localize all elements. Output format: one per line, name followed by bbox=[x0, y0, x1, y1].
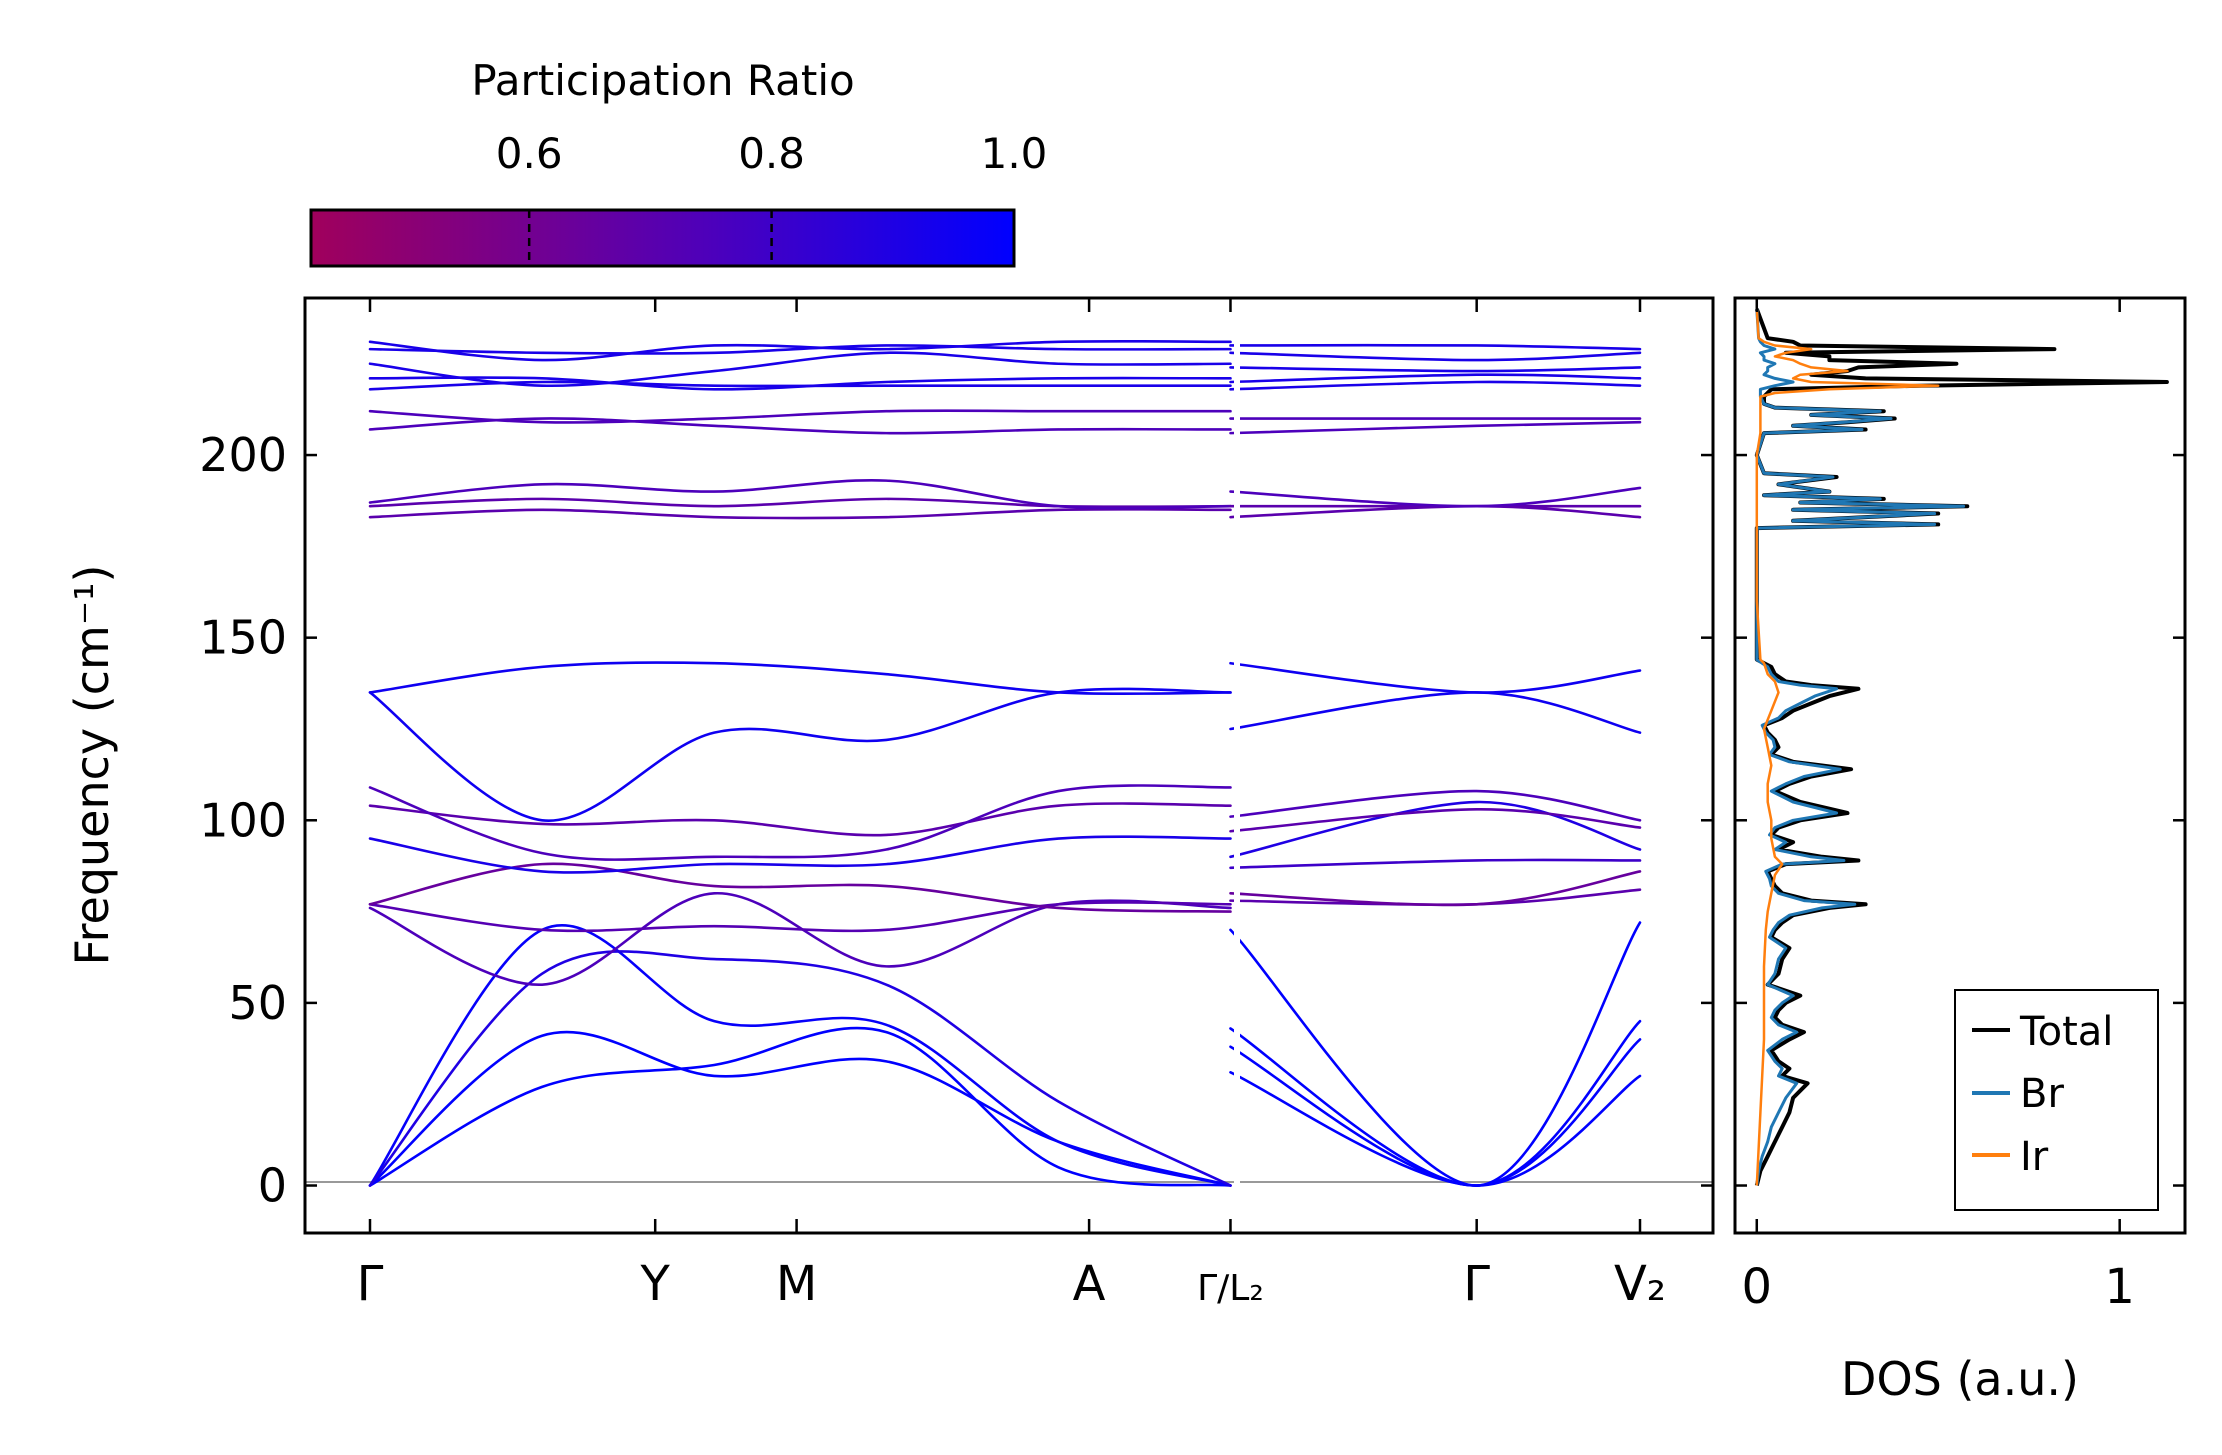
legend-box bbox=[1954, 989, 2159, 1211]
band-panel-frame bbox=[303, 296, 1715, 1235]
band-1-s6 bbox=[1229, 870, 1642, 907]
band-0-b17 bbox=[368, 409, 1232, 424]
dos-panel: 0 1 DOS (a.u.) Total Br Ir bbox=[1733, 296, 2187, 1406]
colorbar-tick-label: 0.6 bbox=[496, 129, 563, 178]
colorbar: Participation Ratio 0.6 0.8 1.0 bbox=[309, 56, 1048, 268]
legend-label-ir: Ir bbox=[2020, 1134, 2049, 1180]
colorbar-tick-label: 0.8 bbox=[738, 129, 805, 178]
band-1-s4 bbox=[1229, 921, 1642, 1187]
band-0-b22 bbox=[368, 339, 1232, 362]
legend-label-br: Br bbox=[2020, 1071, 2064, 1117]
x-tick-label: Γ bbox=[1463, 1256, 1490, 1312]
legend: Total Br Ir bbox=[1954, 989, 2159, 1211]
band-0-b15 bbox=[368, 479, 1232, 510]
band-0-b13 bbox=[368, 507, 1232, 520]
band-1-s11 bbox=[1229, 691, 1642, 734]
y-axis-label: Frequency (cm⁻¹) bbox=[65, 565, 119, 966]
band-0-b11 bbox=[368, 687, 1232, 822]
colorbar-label: Participation Ratio bbox=[471, 56, 854, 105]
band-0-b12 bbox=[368, 661, 1232, 696]
band-0-b7 bbox=[368, 862, 1232, 913]
band-0-b14 bbox=[368, 497, 1232, 509]
dos-panel-frame bbox=[1733, 296, 2187, 1235]
band-1-s9 bbox=[1229, 808, 1642, 833]
band-0-b21 bbox=[368, 344, 1232, 355]
band-0-b6 bbox=[368, 901, 1232, 933]
band-panel: 0 50 100 150 200 Γ Y M A Γ/L₂ Γ V₂ Frequency (cm⁻¹) bbox=[65, 296, 1715, 1312]
band-1-s16 bbox=[1229, 420, 1642, 435]
y-tick-label: 50 bbox=[228, 976, 287, 1030]
band-0-b20 bbox=[368, 351, 1232, 388]
y-tick-label: 0 bbox=[258, 1159, 287, 1213]
x-tick-label: Γ/L₂ bbox=[1197, 1268, 1264, 1309]
band-1-s3 bbox=[1229, 1019, 1642, 1187]
band-1-s12 bbox=[1229, 661, 1642, 694]
band-0-b4 bbox=[368, 950, 1232, 1187]
band-1-s13 bbox=[1229, 504, 1642, 519]
band-0-b9 bbox=[368, 802, 1232, 837]
legend-label-total: Total bbox=[2019, 1009, 2113, 1055]
x-tick-label: A bbox=[1073, 1256, 1106, 1312]
band-0-b8 bbox=[368, 835, 1232, 874]
dos-x-tick-label: 0 bbox=[1742, 1259, 1773, 1315]
band-0-b16 bbox=[368, 417, 1232, 435]
x-tick-label: M bbox=[776, 1256, 817, 1312]
x-tick-label: Γ bbox=[357, 1256, 384, 1312]
band-0-TA1 bbox=[368, 1026, 1232, 1187]
x-tick-label: V₂ bbox=[1614, 1256, 1666, 1312]
band-0-TA2 bbox=[368, 1030, 1232, 1187]
y-tick-label: 200 bbox=[199, 428, 287, 482]
y-tick-label: 150 bbox=[199, 611, 287, 665]
dos-x-axis-label: DOS (a.u.) bbox=[1841, 1352, 2079, 1406]
band-1-s18 bbox=[1229, 380, 1642, 391]
band-0-b10 bbox=[368, 784, 1232, 861]
band-1-s19 bbox=[1229, 373, 1642, 384]
band-1-s8 bbox=[1229, 800, 1642, 859]
band-1-s7 bbox=[1229, 858, 1642, 870]
y-tick-label: 100 bbox=[199, 793, 287, 847]
band-0-b19 bbox=[368, 376, 1232, 391]
band-1-s15 bbox=[1229, 486, 1642, 508]
x-tick-label: Y bbox=[640, 1256, 671, 1312]
dos-x-tick-label: 1 bbox=[2104, 1259, 2135, 1315]
band-1-s22 bbox=[1229, 343, 1642, 351]
band-1-s20 bbox=[1229, 366, 1642, 373]
colorbar-gradient bbox=[309, 208, 1016, 268]
dos-line-br bbox=[1755, 308, 1966, 1186]
colorbar-tick-label: 1.0 bbox=[981, 129, 1048, 178]
dos-line-ir bbox=[1755, 308, 1940, 1186]
band-1-s10 bbox=[1229, 789, 1642, 822]
band-1-s21 bbox=[1229, 351, 1642, 362]
